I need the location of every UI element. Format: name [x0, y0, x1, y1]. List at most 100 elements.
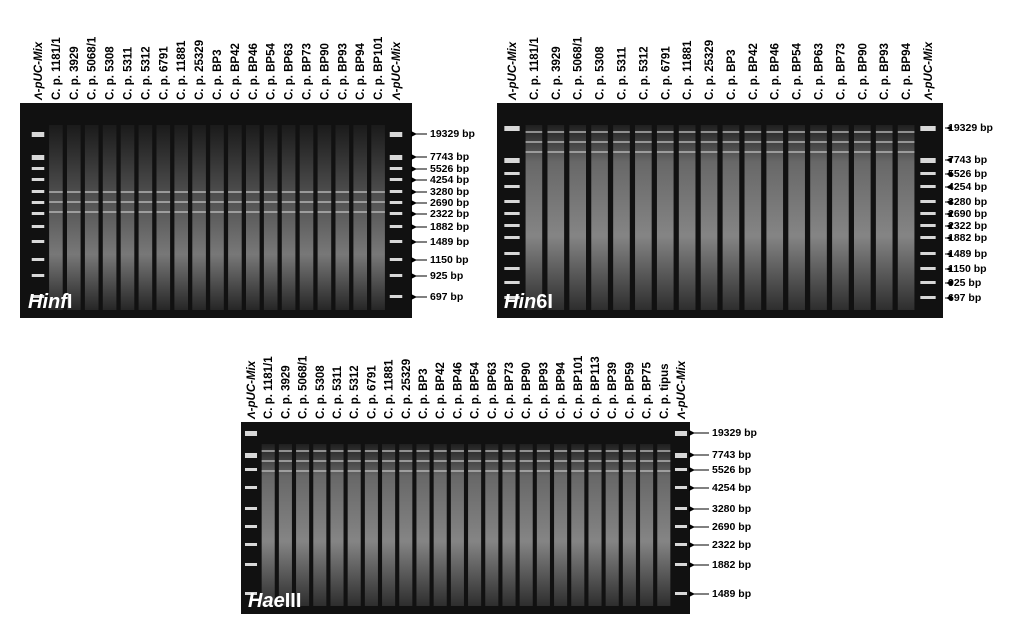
lane-band	[547, 131, 565, 133]
ladder-band	[504, 236, 520, 239]
ladder-band	[31, 155, 45, 160]
lane-label: C. p. 5308	[105, 46, 117, 100]
lane-band	[416, 450, 430, 452]
marker-label: 1150 bp	[948, 263, 987, 275]
lane-band	[353, 191, 368, 193]
ladder-band	[244, 486, 258, 489]
lane-band	[875, 141, 893, 143]
lane-band	[700, 151, 718, 153]
lane-band	[174, 201, 189, 203]
lane-label: C. p. BP63	[284, 43, 296, 100]
lane-band	[656, 141, 674, 143]
marker-label: 5526 bp	[430, 163, 469, 175]
lane-label: C. p. BP63	[487, 362, 499, 419]
enzyme-roman: III	[285, 590, 302, 612]
lane-band	[875, 151, 893, 153]
lane-label: C. p. BP3	[418, 369, 430, 419]
ladder-band	[920, 296, 936, 299]
lane-band	[588, 460, 602, 462]
lane-label: C. p. BP42	[435, 362, 447, 419]
lane-band	[261, 450, 275, 452]
lane-smear	[330, 444, 344, 606]
lane-band	[657, 450, 671, 452]
lane-band	[210, 191, 224, 193]
ladder-band	[31, 132, 45, 137]
marker-label: 925 bp	[430, 270, 463, 282]
lane-smear	[485, 444, 499, 606]
lane-band	[554, 450, 568, 452]
lane-band	[399, 460, 413, 462]
enzyme-italic: Hae	[248, 590, 285, 612]
lane-label: C. p. 25329	[401, 359, 413, 419]
gel-panel: Λ-pUC-Mix C. p. 1181/1 C. p. 3929 C. p. 506…	[241, 355, 757, 614]
lane-band	[120, 201, 135, 203]
lane-band	[299, 201, 314, 203]
ladder-band	[244, 525, 258, 528]
lane-band	[468, 460, 482, 462]
marker-label: 1489 bp	[430, 236, 469, 248]
lane-smear	[66, 125, 81, 310]
lane-band	[810, 131, 827, 133]
lane-band	[299, 211, 314, 213]
lane-smear	[722, 125, 740, 310]
marker-label: 697 bp	[430, 291, 463, 303]
lane-smear	[313, 444, 327, 606]
lane-band	[84, 201, 99, 203]
lane-band	[656, 131, 674, 133]
marker-label: 3280 bp	[712, 503, 751, 515]
lane-band	[433, 470, 447, 472]
lane-smear	[84, 125, 99, 310]
lane-band	[569, 141, 587, 143]
lane-smear	[766, 125, 784, 310]
ladder-band	[920, 224, 936, 227]
lane-band	[788, 131, 805, 133]
lane-label: C. p. 5311	[123, 46, 135, 100]
lane-band	[657, 460, 671, 462]
lane-band	[788, 151, 805, 153]
lane-label: C. p. 25329	[704, 40, 716, 100]
lane-band	[622, 470, 636, 472]
lane-label: C. p. BP101	[373, 36, 385, 100]
lane-band	[468, 470, 482, 472]
lane-band	[278, 470, 292, 472]
lane-band	[382, 470, 396, 472]
ladder-band	[920, 185, 936, 188]
lane-smear	[519, 444, 533, 606]
lane-band	[525, 151, 543, 153]
lane-smear	[245, 125, 260, 310]
lane-label: C. p. BP93	[337, 43, 349, 100]
lane-smear	[399, 444, 413, 606]
lane-band	[399, 470, 413, 472]
lane-band	[853, 151, 871, 153]
ladder-band	[920, 267, 936, 270]
lane-band	[317, 201, 332, 203]
lane-band	[138, 201, 153, 203]
ladder-band	[389, 295, 403, 298]
ladder-band	[389, 167, 403, 170]
marker-label: 7743 bp	[430, 151, 469, 163]
lane-smear	[678, 125, 696, 310]
lane-band	[613, 151, 630, 153]
marker-label: 2322 bp	[948, 220, 987, 232]
lane-label: Λ-pUC-Mix	[391, 41, 403, 101]
lane-smear	[174, 125, 189, 310]
enzyme-label: HinfI	[28, 291, 72, 313]
lane-band	[678, 151, 696, 153]
lane-label: C. p. 11881	[176, 40, 188, 100]
lane-band	[174, 191, 189, 193]
ladder-band	[920, 281, 936, 284]
lane-label: C. p. 5312	[140, 46, 152, 100]
marker-label: 2322 bp	[430, 208, 469, 220]
lane-band	[569, 151, 587, 153]
ladder-band	[389, 240, 403, 243]
enzyme-roman: I	[67, 291, 73, 313]
lane-band	[382, 450, 396, 452]
ladder-band	[504, 281, 520, 284]
ladder-band	[674, 592, 688, 595]
lane-smear	[353, 125, 368, 310]
lane-label: C. p. 3929	[69, 46, 81, 100]
lane-band	[263, 211, 278, 213]
lane-band	[278, 450, 292, 452]
marker-label: 2690 bp	[430, 197, 469, 209]
marker-label: 1882 bp	[712, 559, 751, 571]
